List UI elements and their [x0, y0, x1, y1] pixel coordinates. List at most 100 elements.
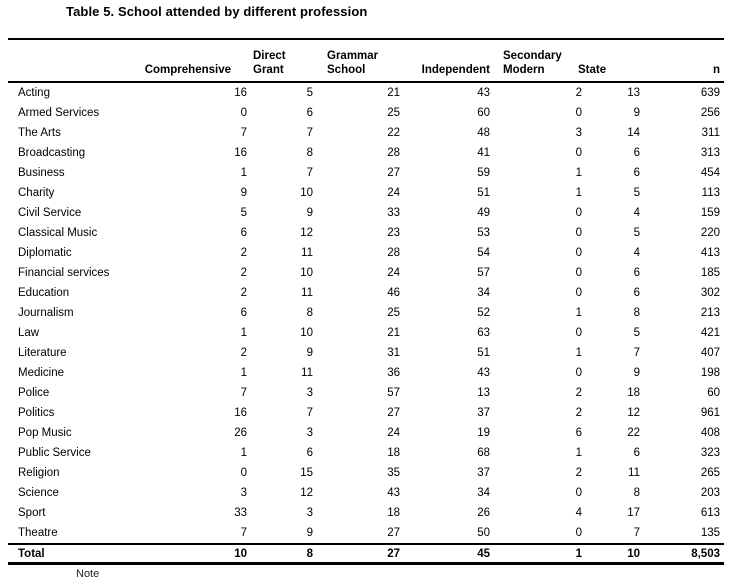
row-label: Civil Service	[18, 207, 82, 219]
table-row: Literature 2 9 31 51 1 7 407	[8, 343, 724, 363]
table-cell: 1	[575, 447, 582, 459]
table-cell: 68	[477, 447, 490, 459]
table-cell: 3	[306, 427, 313, 439]
table-cell: 16	[234, 407, 247, 419]
table-cell: 3	[240, 487, 247, 499]
table-row: Medicine 1 11 36 43 0 9 198	[8, 363, 724, 383]
table-cell: 7	[240, 527, 247, 539]
table-cell: 0	[575, 287, 582, 299]
table-cell: 159	[700, 207, 720, 219]
table-cell: 613	[700, 507, 720, 519]
table-cell: 14	[627, 127, 640, 139]
table-cell: 49	[477, 207, 490, 219]
table-row: Law 1 10 21 63 0 5 421	[8, 323, 724, 343]
table-cell: 11	[628, 467, 640, 479]
table-cell: 7	[633, 347, 640, 359]
header-independent: Independent	[421, 64, 490, 76]
table-cell: 256	[700, 107, 720, 119]
table-row: Acting 16 5 21 43 2 13 639	[8, 82, 724, 103]
table-cell: 302	[700, 287, 720, 299]
table-cell: 28	[387, 147, 400, 159]
table-cell: 0	[240, 107, 247, 119]
table-cell: 1	[240, 447, 247, 459]
table-row: Police 7 3 57 13 2 18 60	[8, 383, 724, 403]
table-cell: 0	[575, 327, 582, 339]
table-cell: 0	[240, 467, 247, 479]
table-cell: 8	[306, 547, 313, 560]
table-cell: 5	[306, 87, 313, 99]
table-cell: 0	[575, 367, 582, 379]
table-cell: 7	[633, 527, 640, 539]
table-cell: 7	[240, 387, 247, 399]
table-cell: 7	[306, 167, 313, 179]
table-cell: 10	[300, 187, 313, 199]
table-cell: 0	[575, 267, 582, 279]
table-cell: 22	[627, 427, 640, 439]
table-cell: 12	[627, 407, 640, 419]
row-label: Law	[18, 327, 40, 339]
table-cell: 27	[387, 547, 400, 560]
table-cell: 454	[700, 167, 720, 179]
table-cell: 8	[633, 487, 640, 499]
table-row: Science 3 12 43 34 0 8 203	[8, 483, 724, 503]
table-cell: 34	[477, 487, 490, 499]
table-cell: 50	[477, 527, 490, 539]
table-cell: 1	[240, 167, 247, 179]
table-cell: 48	[477, 127, 490, 139]
table-cell: 220	[700, 227, 720, 239]
row-label: Diplomatic	[18, 247, 72, 259]
table-cell: 4	[633, 247, 640, 259]
row-label: Financial services	[18, 267, 110, 279]
table-cell: 53	[477, 227, 490, 239]
table-cell: 1	[575, 167, 582, 179]
row-label: Acting	[18, 87, 50, 99]
table-cell: 2	[575, 387, 582, 399]
table-cell: 11	[301, 287, 313, 299]
table-cell: 13	[627, 87, 640, 99]
table-cell: 15	[300, 467, 313, 479]
table-cell: 4	[575, 507, 582, 519]
table-cell: 24	[387, 267, 400, 279]
row-label: Theatre	[18, 527, 58, 539]
footnote-fragment: Note	[76, 568, 100, 580]
table-cell: 639	[700, 87, 720, 99]
table-row: Sport 33 3 18 26 4 17 613	[8, 503, 724, 523]
table-cell: 7	[306, 127, 313, 139]
row-label: Charity	[18, 187, 55, 199]
table-cell: 1	[575, 187, 582, 199]
table-cell: 5	[240, 207, 247, 219]
table-cell: 2	[240, 347, 247, 359]
table-row: Theatre 7 9 27 50 0 7 135	[8, 523, 724, 544]
table-row: Armed Services 0 6 25 60 0 9 256	[8, 103, 724, 123]
row-label: Pop Music	[18, 427, 72, 439]
table-cell: 6	[633, 147, 640, 159]
total-row: Total 10 8 27 45 1 10 8,503	[8, 544, 724, 564]
table-cell: 1	[240, 327, 247, 339]
row-label: Armed Services	[18, 107, 100, 119]
table-cell: 11	[301, 367, 313, 379]
table-row: Diplomatic 2 11 28 54 0 4 413	[8, 243, 724, 263]
table-cell: 113	[701, 187, 720, 199]
table-cell: 21	[387, 87, 400, 99]
table-cell: 4	[633, 207, 640, 219]
table-cell: 10	[234, 547, 247, 560]
table-cell: 12	[300, 227, 313, 239]
table-cell: 57	[387, 387, 400, 399]
table-cell: 10	[300, 267, 313, 279]
table-cell: 7	[306, 407, 313, 419]
table-cell: 54	[477, 247, 490, 259]
header-grammar-school: Grammar School	[327, 50, 379, 76]
header-state: State	[578, 64, 607, 76]
table-cell: 18	[387, 447, 400, 459]
row-label: Broadcasting	[18, 147, 86, 159]
table-cell: 26	[234, 427, 247, 439]
table-cell: 43	[477, 367, 490, 379]
table-cell: 1	[575, 347, 582, 359]
table-cell: 33	[234, 507, 247, 519]
table-cell: 9	[306, 207, 313, 219]
table-cell: 311	[701, 127, 720, 139]
row-label: Business	[18, 167, 65, 179]
table-cell: 185	[700, 267, 720, 279]
table-cell: 18	[387, 507, 400, 519]
table-cell: 8	[306, 307, 313, 319]
